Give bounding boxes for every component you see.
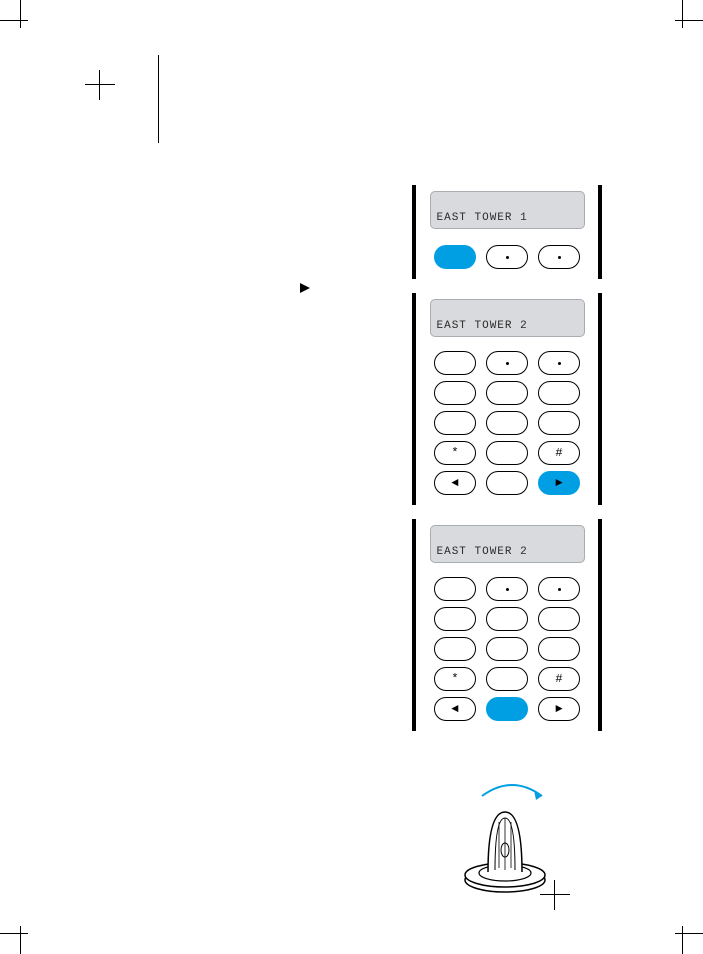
key-button[interactable] <box>486 667 528 691</box>
registration-mark <box>85 70 115 100</box>
key-button[interactable] <box>486 637 528 661</box>
crop-mark <box>682 926 683 954</box>
lcd-display: EAST TOWER 2 <box>430 525 585 563</box>
key-button[interactable] <box>486 441 528 465</box>
soft-button-row <box>434 245 580 269</box>
key-button[interactable] <box>486 381 528 405</box>
keypad-row <box>434 351 580 375</box>
lcd-text: EAST TOWER 2 <box>437 546 578 558</box>
key-button[interactable]: * <box>434 667 476 691</box>
key-button[interactable] <box>434 577 476 601</box>
keypad-row: ◄► <box>434 471 580 495</box>
handset-panel-3: EAST TOWER 2 *#◄► <box>412 519 602 731</box>
key-button[interactable] <box>434 411 476 435</box>
soft-button-right[interactable] <box>538 245 580 269</box>
camera-illustration <box>450 800 570 900</box>
key-button[interactable]: ► <box>538 471 580 495</box>
key-button[interactable] <box>486 351 528 375</box>
soft-button-middle[interactable] <box>486 245 528 269</box>
key-button[interactable] <box>486 471 528 495</box>
key-button[interactable] <box>538 381 580 405</box>
key-button[interactable] <box>486 697 528 721</box>
lcd-display: EAST TOWER 1 <box>430 191 585 229</box>
keypad-row <box>434 577 580 601</box>
key-button[interactable]: # <box>538 667 580 691</box>
keypad: *#◄► <box>434 577 580 721</box>
keypad-row <box>434 607 580 631</box>
key-button[interactable]: # <box>538 441 580 465</box>
keypad-row: *# <box>434 667 580 691</box>
panel-column: EAST TOWER 1 EAST TOWER 2 *#◄► EAST TOWE… <box>412 185 602 731</box>
key-button[interactable] <box>538 351 580 375</box>
key-button[interactable] <box>486 607 528 631</box>
crop-mark <box>20 0 21 28</box>
keypad-row <box>434 411 580 435</box>
keypad-row <box>434 637 580 661</box>
crop-mark <box>0 933 28 934</box>
rotate-arrow-icon <box>472 778 552 806</box>
lcd-text: EAST TOWER 2 <box>437 320 578 332</box>
crop-mark <box>20 926 21 954</box>
key-button[interactable] <box>538 607 580 631</box>
key-button[interactable]: * <box>434 441 476 465</box>
crop-mark <box>675 933 703 934</box>
key-button[interactable] <box>538 637 580 661</box>
handset-panel-1: EAST TOWER 1 <box>412 185 602 279</box>
keypad: *#◄► <box>434 351 580 495</box>
fold-line <box>158 55 159 143</box>
lcd-text: EAST TOWER 1 <box>437 212 578 224</box>
crop-mark <box>675 20 703 21</box>
pointer-icon <box>300 280 310 298</box>
key-button[interactable] <box>434 351 476 375</box>
handset-panel-2: EAST TOWER 2 *#◄► <box>412 293 602 505</box>
keypad-row <box>434 381 580 405</box>
keypad-row: *# <box>434 441 580 465</box>
keypad-row: ◄► <box>434 697 580 721</box>
key-button[interactable] <box>486 577 528 601</box>
key-button[interactable] <box>486 411 528 435</box>
key-button[interactable]: ◄ <box>434 697 476 721</box>
lcd-display: EAST TOWER 2 <box>430 299 585 337</box>
key-button[interactable]: ► <box>538 697 580 721</box>
key-button[interactable] <box>538 577 580 601</box>
key-button[interactable] <box>434 607 476 631</box>
key-button[interactable] <box>434 381 476 405</box>
crop-mark <box>682 0 683 28</box>
key-button[interactable]: ◄ <box>434 471 476 495</box>
crop-mark <box>0 20 28 21</box>
key-button[interactable] <box>434 637 476 661</box>
key-button[interactable] <box>538 411 580 435</box>
soft-button-left[interactable] <box>434 245 476 269</box>
